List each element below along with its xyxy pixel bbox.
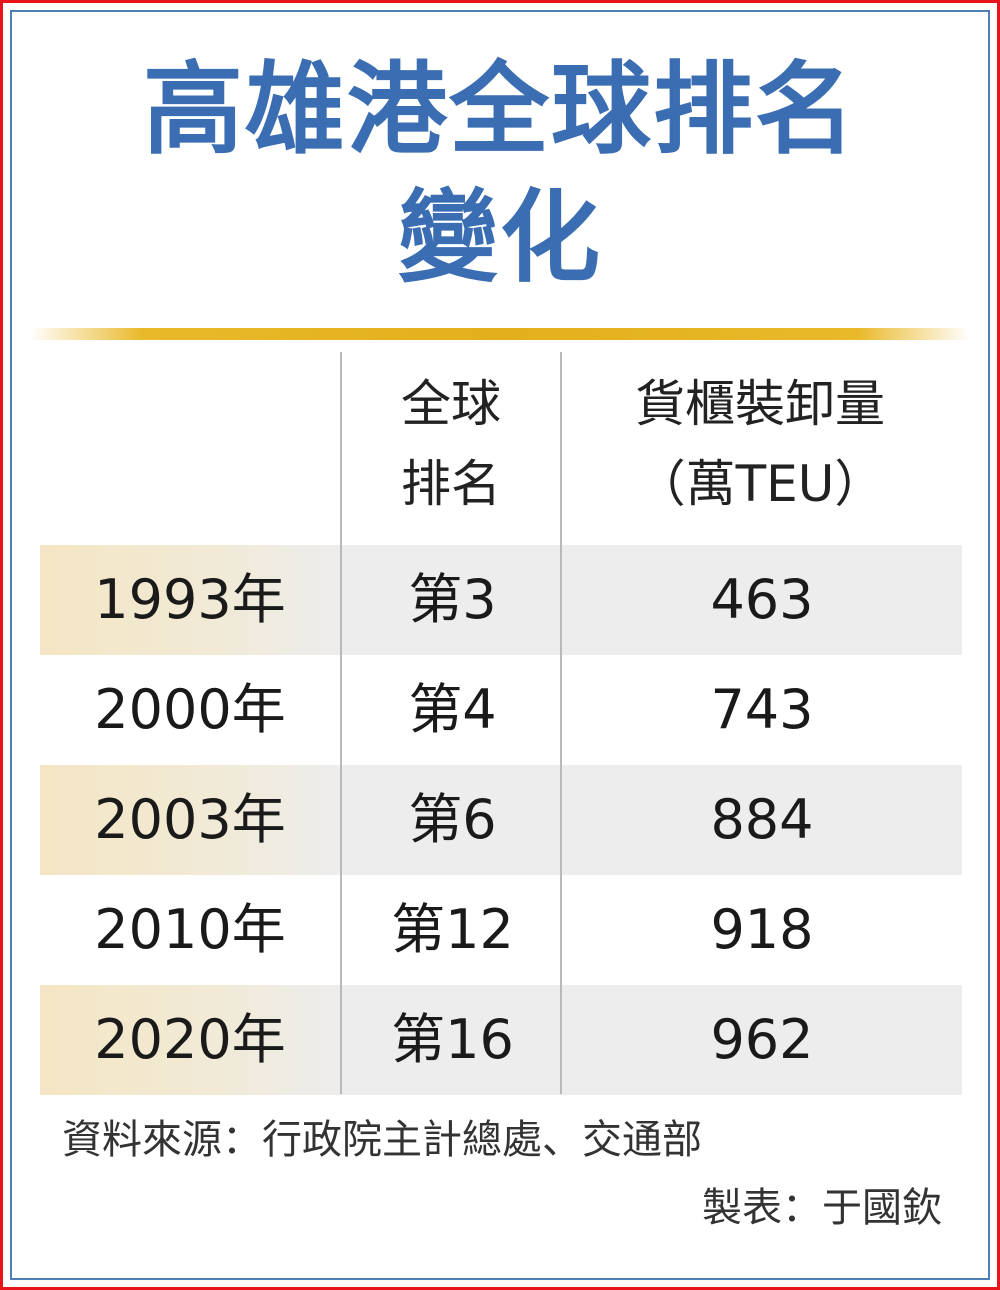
header-container-volume-line2: （萬TEU） <box>635 455 885 513</box>
inner-frame <box>10 10 990 1280</box>
rank-cell: 第3 <box>408 568 497 631</box>
header-global-rank-line1: 全球 <box>401 375 501 433</box>
teu-cell: 918 <box>710 898 814 961</box>
rank-cell: 第6 <box>408 788 497 851</box>
header-global-rank: 全球 排名 <box>345 364 557 524</box>
rank-cell: 第4 <box>408 678 497 741</box>
year-cell: 1993年 <box>94 568 286 631</box>
year-cell-background <box>40 985 340 1095</box>
table-row: 2003年 第6 884 <box>40 765 962 875</box>
chart-title-line2: 變化 <box>398 179 602 296</box>
header-global-rank-line2: 排名 <box>401 455 501 513</box>
table-row: 1993年 第3 463 <box>40 545 962 655</box>
header-container-volume-line1: 貨櫃裝卸量 <box>635 375 885 433</box>
year-cell: 2020年 <box>94 1008 286 1071</box>
teu-cell: 884 <box>710 788 814 851</box>
title-divider-bar <box>30 328 970 340</box>
year-cell: 2003年 <box>94 788 286 851</box>
teu-cell: 743 <box>710 678 814 741</box>
table-row: 2010年 第12 918 <box>40 875 962 985</box>
rank-cell: 第16 <box>391 1008 514 1071</box>
year-cell-background <box>40 545 340 655</box>
teu-cell: 962 <box>710 1008 814 1071</box>
chart-title-line1: 高雄港全球排名 <box>143 51 857 168</box>
teu-cell: 463 <box>710 568 814 631</box>
year-cell-background <box>40 765 340 875</box>
header-container-volume: 貨櫃裝卸量 （萬TEU） <box>565 364 955 524</box>
rank-cell: 第12 <box>391 898 514 961</box>
table-row: 2020年 第16 962 <box>40 985 962 1095</box>
year-cell: 2010年 <box>94 898 286 961</box>
column-divider-2 <box>560 352 562 1094</box>
column-divider-1 <box>340 352 342 1094</box>
maker-credit: 製表：于國欽 <box>702 1185 942 1231</box>
year-cell: 2000年 <box>94 678 286 741</box>
table-row: 2000年 第4 743 <box>40 655 962 765</box>
source-note: 資料來源：行政院主計總處、交通部 <box>62 1117 702 1163</box>
